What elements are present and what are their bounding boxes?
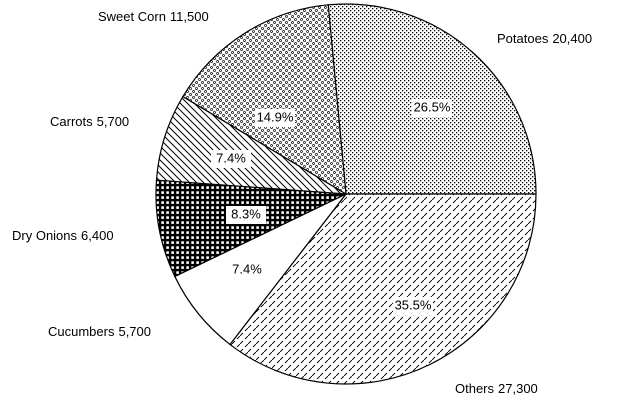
slice-label: Potatoes 20,400	[497, 31, 592, 46]
value-label: 5,700	[97, 114, 130, 129]
slice-label: Sweet Corn 11,500	[98, 9, 209, 24]
category-name: Potatoes	[497, 31, 549, 46]
percent-label: 35.5%	[395, 297, 432, 312]
percent-label-bg	[227, 261, 267, 279]
value-label: 11,500	[170, 9, 209, 24]
percent-label: 7.4%	[216, 150, 246, 165]
category-name: Cucumbers	[48, 324, 115, 339]
slice-label: Others 27,300	[455, 381, 538, 396]
slice-label: Dry Onions 6,400	[12, 228, 114, 243]
slice-label: Carrots 5,700	[50, 114, 129, 129]
pie-slice	[229, 193, 537, 385]
percent-label-bg	[211, 150, 251, 168]
percent-label-bg	[226, 206, 266, 224]
percent-label: 26.5%	[414, 99, 451, 114]
category-name: Others	[455, 381, 495, 396]
value-label: 6,400	[81, 228, 114, 243]
percent-label-bg	[393, 297, 433, 315]
pie-slice	[182, 4, 347, 196]
value-label: 5,700	[118, 324, 151, 339]
category-name: Dry Onions	[12, 228, 78, 243]
value-label: 20,400	[552, 31, 592, 46]
pie-slice	[155, 179, 349, 278]
percent-label-bg	[412, 99, 452, 117]
category-name: Sweet Corn	[98, 9, 166, 24]
percent-label: 7.4%	[232, 261, 262, 276]
category-name: Carrots	[50, 114, 93, 129]
percent-label: 8.3%	[231, 206, 261, 221]
value-label: 27,300	[498, 381, 538, 396]
percent-label-bg	[255, 109, 295, 127]
percent-label: 14.9%	[257, 109, 294, 124]
slice-label: Cucumbers 5,700	[48, 324, 151, 339]
